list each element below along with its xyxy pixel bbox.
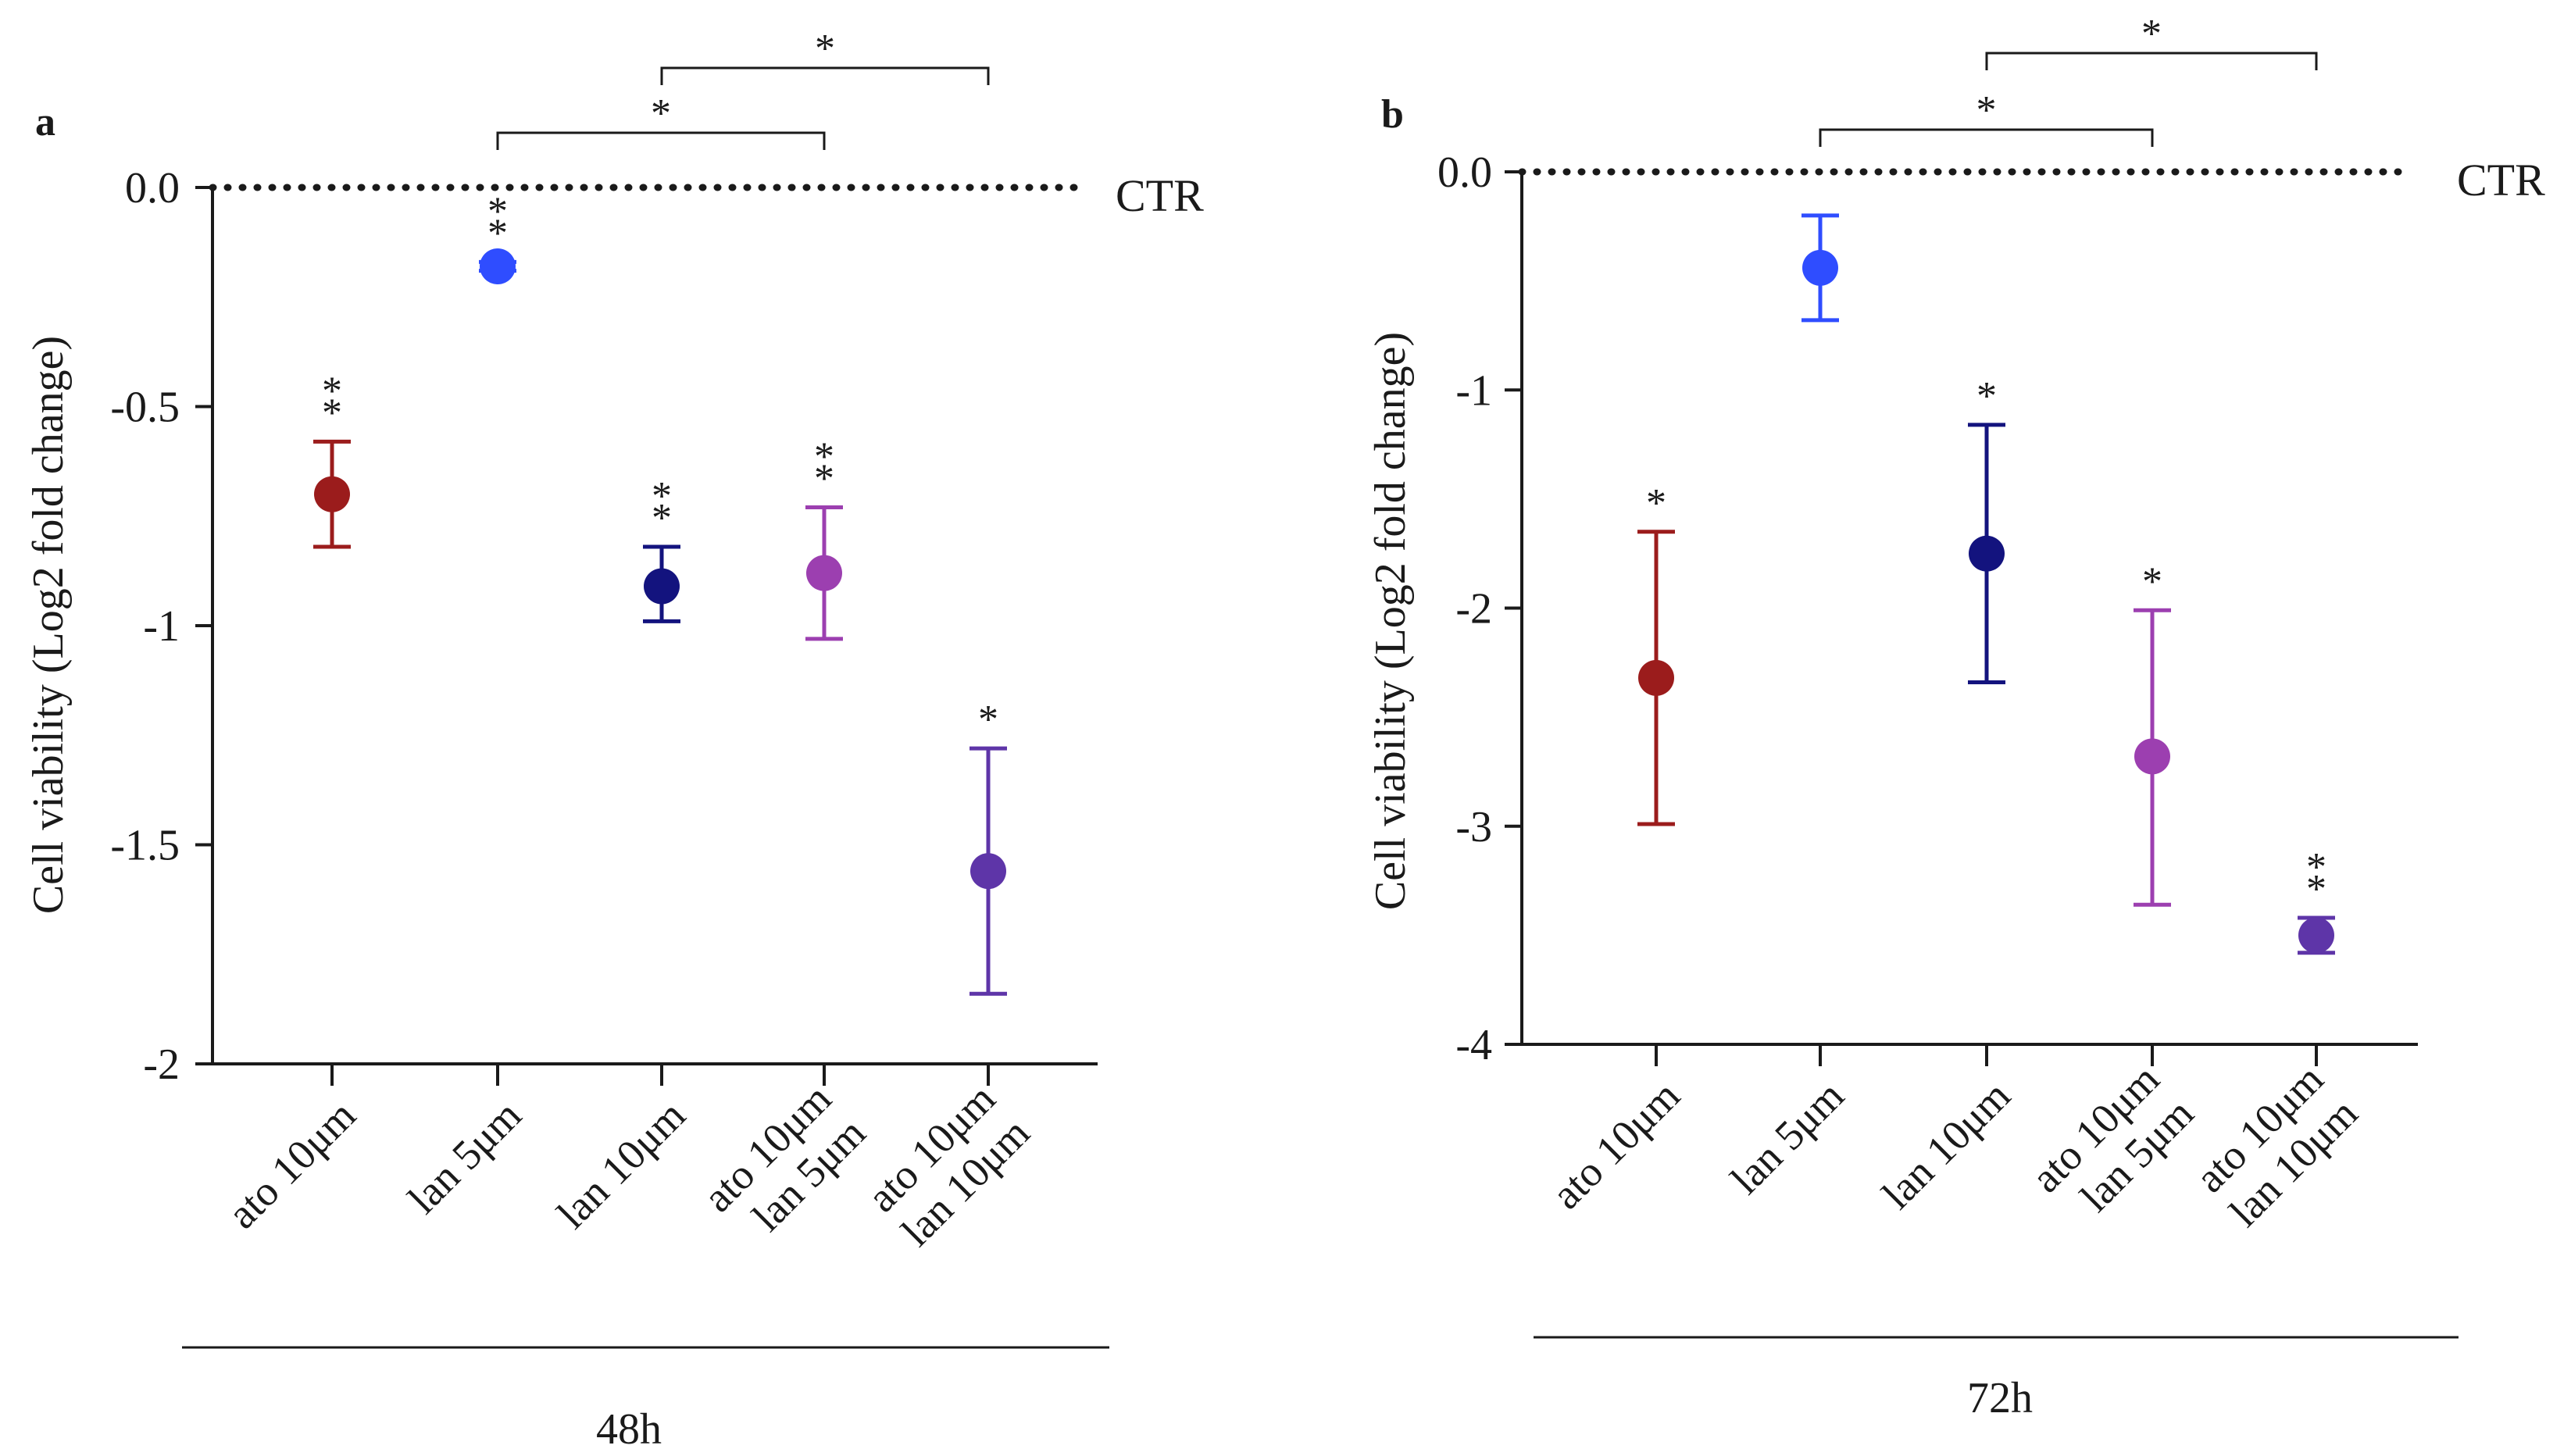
x-category-label: lan 5μm xyxy=(399,1091,530,1222)
y-tick-label: -2 xyxy=(143,1040,180,1089)
x-category-label: lan 10μm xyxy=(1873,1072,2019,1218)
significance-star: * xyxy=(2142,559,2162,604)
data-point xyxy=(1969,535,2005,572)
significance-star: * xyxy=(978,698,998,742)
ctr-label: CTR xyxy=(2457,155,2545,205)
x-category-label: lan 5μm xyxy=(1722,1072,1853,1203)
y-tick-label: -4 xyxy=(1455,1021,1492,1069)
x-category-label: ato 10μm xyxy=(219,1091,365,1237)
data-point xyxy=(2134,738,2170,775)
panel-b: b Cell viability (Log2 fold change) CTR … xyxy=(1366,12,2545,1422)
x-category-label: ato 10μmlan 10μm xyxy=(2186,1055,2366,1236)
significance-star: * xyxy=(814,457,834,501)
bracket-star: * xyxy=(651,91,671,136)
significance-star: * xyxy=(652,474,672,519)
comparison-bracket xyxy=(496,131,826,150)
comparison-bracket xyxy=(1819,128,2154,147)
data-point xyxy=(644,568,680,605)
significance-star: * xyxy=(814,435,834,480)
significance-star: * xyxy=(652,496,672,541)
significance-star: * xyxy=(322,391,342,435)
data-point xyxy=(806,555,842,591)
significance-star: * xyxy=(487,211,508,255)
y-axis-label: Cell viability (Log2 fold change) xyxy=(1366,332,1415,910)
significance-star: * xyxy=(487,189,508,234)
bracket-star: * xyxy=(1976,88,1997,133)
data-point xyxy=(480,248,516,284)
data-point xyxy=(1802,249,1838,286)
y-tick-label: 0.0 xyxy=(1437,148,1492,197)
significance-star: * xyxy=(1646,481,1666,526)
data-point xyxy=(314,476,350,512)
data-point xyxy=(970,853,1006,890)
y-tick-label: 0.0 xyxy=(125,164,180,212)
y-tick-label: -0.5 xyxy=(110,384,180,432)
comparison-bracket xyxy=(660,66,990,85)
x-category-label: lan 10μm xyxy=(548,1091,695,1237)
bracket-star: * xyxy=(2141,12,2162,56)
y-tick-label: -3 xyxy=(1455,803,1492,851)
y-tick-label: -1 xyxy=(1455,366,1492,415)
x-category-label: ato 10μm xyxy=(1543,1072,1689,1218)
data-point xyxy=(2298,917,2334,954)
x-category-label: ato 10μmlan 10μm xyxy=(858,1075,1038,1255)
comparison-bracket xyxy=(1985,52,2318,70)
panel-label: b xyxy=(1381,92,1404,137)
group-label: 72h xyxy=(1967,1374,2033,1422)
ctr-label: CTR xyxy=(1116,170,1204,221)
panel-label: a xyxy=(35,100,55,145)
panel-a: a Cell viability (Log2 fold change) CTR … xyxy=(24,27,1204,1454)
bracket-star: * xyxy=(815,27,835,71)
significance-star: * xyxy=(2306,845,2326,890)
y-tick-label: -2 xyxy=(1455,585,1492,633)
y-axis-label: Cell viability (Log2 fold change) xyxy=(24,336,73,914)
significance-star: * xyxy=(2306,867,2326,912)
data-point xyxy=(1638,659,1674,696)
x-category-label: ato 10μmlan 5μm xyxy=(694,1075,874,1255)
group-label: 48h xyxy=(596,1405,662,1454)
significance-star: * xyxy=(1976,374,1997,419)
y-tick-label: -1 xyxy=(143,602,180,651)
x-category-label: ato 10μmlan 5μm xyxy=(2022,1055,2202,1236)
y-tick-label: -1.5 xyxy=(110,822,180,870)
significance-star: * xyxy=(322,369,342,413)
